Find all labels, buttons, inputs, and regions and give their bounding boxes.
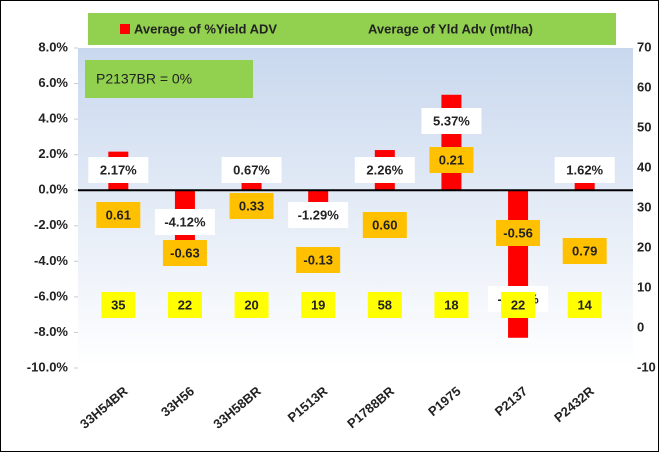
value-label-box bbox=[421, 108, 482, 134]
y2-tick-label: 30 bbox=[637, 199, 651, 214]
y-tick-label: 8.0% bbox=[38, 39, 68, 54]
y2-value-label-box bbox=[96, 202, 141, 228]
value-label: 2.17% bbox=[100, 162, 137, 177]
y2-value-label: 0.79 bbox=[572, 243, 597, 258]
y2-tick-label: 40 bbox=[637, 159, 651, 174]
y-tick-label: 4.0% bbox=[38, 111, 68, 126]
value-label: 2.26% bbox=[366, 162, 403, 177]
y2-value-label-box bbox=[229, 193, 274, 219]
count-label: 18 bbox=[444, 297, 458, 312]
count-label-box bbox=[101, 292, 136, 318]
count-label-box bbox=[301, 292, 336, 318]
y2-tick-label: 20 bbox=[637, 239, 651, 254]
y2-value-label: 0.33 bbox=[239, 198, 264, 213]
value-label-box bbox=[88, 157, 149, 183]
bar bbox=[241, 178, 262, 191]
value-label: -4.12% bbox=[164, 214, 206, 229]
value-label: 0.67% bbox=[233, 162, 270, 177]
y-tick-label: -6.0% bbox=[34, 288, 68, 303]
y2-value-label: -0.63 bbox=[170, 245, 200, 260]
annotation: P2137BR = 0% bbox=[96, 71, 192, 87]
y2-value-label-box bbox=[296, 247, 341, 273]
value-label: 1.62% bbox=[566, 162, 603, 177]
count-label-box bbox=[167, 292, 202, 318]
legend-marker bbox=[120, 24, 130, 34]
y2-value-label: -0.56 bbox=[503, 225, 533, 240]
count-label: 22 bbox=[178, 297, 192, 312]
y-tick-label: -8.0% bbox=[34, 324, 68, 339]
y-tick-label: -2.0% bbox=[34, 217, 68, 232]
value-label-box bbox=[221, 157, 282, 183]
count-label: 58 bbox=[378, 297, 392, 312]
count-label-box bbox=[367, 292, 402, 318]
legend-label: Average of Yld Adv (mt/ha) bbox=[368, 21, 533, 36]
count-label-box bbox=[501, 292, 536, 318]
value-label-box bbox=[554, 157, 615, 183]
count-label-box bbox=[234, 292, 269, 318]
count-label-box bbox=[434, 292, 469, 318]
y2-value-label: 0.21 bbox=[439, 152, 464, 167]
count-label: 35 bbox=[111, 297, 125, 312]
y2-value-label-box bbox=[429, 147, 474, 173]
count-label: 19 bbox=[311, 297, 325, 312]
y-tick-label: 2.0% bbox=[38, 146, 68, 161]
value-label-box bbox=[288, 202, 349, 228]
y-tick-label: 6.0% bbox=[38, 75, 68, 90]
value-label: 5.37% bbox=[433, 113, 470, 128]
y-tick-label: -4.0% bbox=[34, 253, 68, 268]
y2-value-label-box bbox=[496, 220, 541, 246]
value-label-box bbox=[154, 209, 215, 235]
value-label: -1.29% bbox=[298, 207, 340, 222]
y2-tick-label: 60 bbox=[637, 79, 651, 94]
annotation-box bbox=[85, 60, 253, 98]
y-tick-label: -10.0% bbox=[27, 359, 69, 374]
y2-tick-label: 10 bbox=[637, 279, 651, 294]
y2-tick-label: -10 bbox=[637, 359, 656, 374]
y2-tick-label: 50 bbox=[637, 119, 651, 134]
y2-value-label-box bbox=[162, 240, 207, 266]
y2-value-label: 0.60 bbox=[372, 217, 397, 232]
count-label: 14 bbox=[577, 297, 592, 312]
y-tick-label: 0.0% bbox=[38, 182, 68, 197]
count-label: 22 bbox=[511, 297, 525, 312]
y2-tick-label: 0 bbox=[637, 319, 644, 334]
legend-label: Average of %Yield ADV bbox=[134, 21, 277, 36]
y2-tick-label: 70 bbox=[637, 39, 651, 54]
count-label-box bbox=[567, 292, 602, 318]
y2-value-label: -0.13 bbox=[303, 252, 333, 267]
y2-value-label-box bbox=[362, 212, 407, 238]
y2-value-label-box bbox=[562, 238, 607, 264]
value-label-box bbox=[354, 157, 415, 183]
legend bbox=[88, 13, 616, 45]
y2-value-label: 0.61 bbox=[106, 207, 131, 222]
count-label: 20 bbox=[244, 297, 258, 312]
